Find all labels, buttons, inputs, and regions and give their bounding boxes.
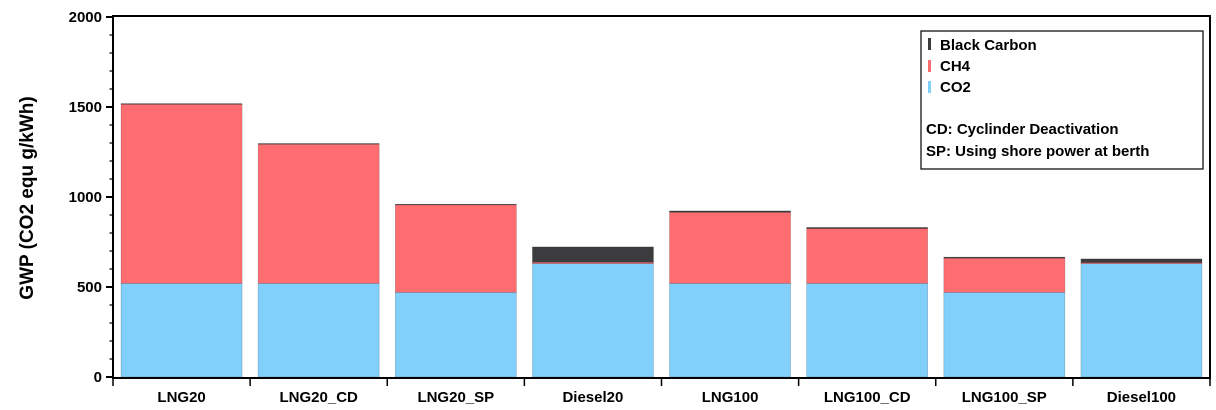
x-tick-label-lng100-cd: LNG100_CD	[824, 389, 911, 406]
x-axis: LNG20 LNG20_CD LNG20_SP Diesel20 LNG100 LNG10…	[112, 378, 1211, 406]
bar-co2-lng100-sp	[943, 292, 1066, 378]
bar-co2-diesel20	[532, 263, 654, 378]
annotation-cd: CD: Cyclinder Deactivation	[926, 121, 1119, 138]
bar-co2-lng20-cd	[257, 283, 380, 378]
annotation-sp: SP: Using shore power at berth	[926, 143, 1149, 160]
bar-co2-lng20	[120, 283, 243, 378]
bar-black-carbon-lng100-cd	[806, 227, 928, 229]
bar-ch4-diesel20	[532, 261, 654, 264]
y-axis: 0 500 1000 1500 2000	[69, 9, 113, 386]
bars-layer	[120, 103, 1203, 378]
y-axis-label: GWP (CO2 equ g/kWh)	[17, 96, 38, 299]
legend-label-co2: CO2	[940, 79, 971, 96]
x-tick-label-diesel100: Diesel100	[1107, 389, 1176, 406]
bar-black-carbon-lng20	[120, 103, 243, 105]
bar-ch4-lng20-sp	[394, 204, 517, 293]
legend-label-black-carbon: Black Carbon	[940, 37, 1037, 54]
bar-co2-lng100-cd	[806, 283, 928, 378]
bar-co2-diesel100	[1080, 263, 1203, 378]
bar-ch4-lng100	[669, 212, 791, 284]
y-tick-label-2000: 2000	[69, 9, 102, 26]
y-tick-label-500: 500	[77, 279, 102, 296]
x-tick-label-diesel20: Diesel20	[562, 389, 623, 406]
bar-black-carbon-lng20-sp	[394, 203, 517, 206]
y-tick-label-1000: 1000	[69, 189, 102, 206]
bar-black-carbon-lng100-sp	[943, 256, 1066, 259]
x-tick-label-lng20-cd: LNG20_CD	[280, 389, 359, 406]
bar-co2-lng100	[669, 283, 791, 378]
bar-black-carbon-diesel100	[1080, 258, 1203, 263]
bar-ch4-lng20-cd	[257, 144, 380, 284]
x-tick-label-lng100-sp: LNG100_SP	[962, 389, 1047, 406]
y-tick-label-1500: 1500	[69, 99, 102, 116]
bar-black-carbon-lng20-cd	[257, 143, 380, 145]
bar-ch4-lng100-cd	[806, 228, 928, 284]
legend-swatch-black-carbon	[928, 38, 931, 50]
legend: Black Carbon CH4 CO2 CD: Cyclinder Deact…	[920, 30, 1204, 170]
bar-co2-lng20-sp	[394, 292, 517, 378]
bar-black-carbon-diesel20	[532, 246, 654, 263]
legend-swatch-ch4	[928, 60, 931, 72]
bar-ch4-lng20	[120, 104, 243, 284]
x-tick-label-lng100: LNG100	[702, 389, 759, 406]
legend-box	[920, 30, 1204, 170]
x-tick-label-lng20: LNG20	[157, 389, 205, 406]
bar-ch4-lng100-sp	[943, 257, 1066, 293]
x-tick-label-lng20-sp: LNG20_SP	[417, 389, 494, 406]
legend-label-ch4: CH4	[940, 58, 971, 75]
legend-swatch-co2	[928, 81, 931, 93]
y-tick-label-0: 0	[94, 369, 102, 386]
bar-black-carbon-lng100	[669, 210, 791, 213]
